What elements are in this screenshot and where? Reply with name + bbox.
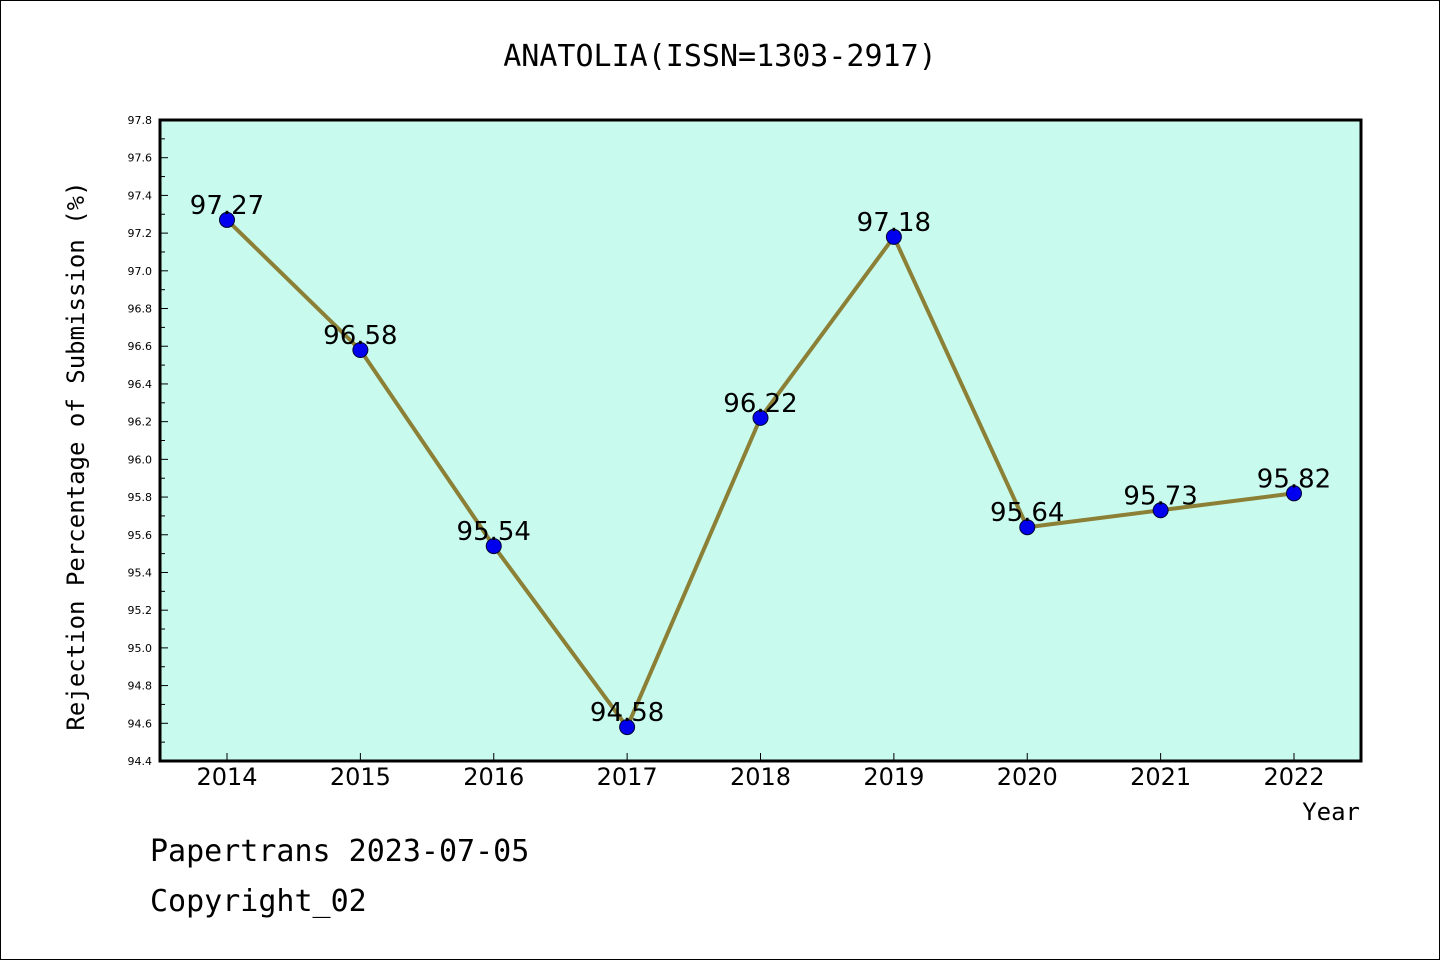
chart-title: ANATOLIA(ISSN=1303-2917) <box>503 39 936 74</box>
data-point <box>1152 502 1169 519</box>
y-tick-label: 95.0 <box>128 642 153 655</box>
x-tick-label: 2016 <box>463 763 524 791</box>
data-labels: 97.27 96.58 95.54 94.58 96.22 97.18 95.64 95.73… <box>190 191 1331 728</box>
data-point <box>1286 485 1302 502</box>
y-tick-label: 94.4 <box>128 755 153 768</box>
y-tick-label: 96.4 <box>128 378 153 391</box>
footer-copyright-text: Copyright_02 <box>150 884 367 919</box>
data-label: 94.58 <box>590 698 664 728</box>
y-tick-label: 97.4 <box>128 189 153 202</box>
data-point <box>885 228 902 245</box>
x-axis-ticks: 2014 2015 2016 2017 2018 2019 2020 2021 2022 <box>196 753 1325 791</box>
data-label: 95.82 <box>1257 464 1331 494</box>
data-label: 96.58 <box>323 321 397 351</box>
data-point <box>219 211 235 228</box>
plot-area <box>160 120 1361 761</box>
data-point <box>752 409 769 426</box>
data-label: 97.27 <box>190 191 264 221</box>
y-tick-label: 95.4 <box>128 566 153 579</box>
x-tick-label: 2018 <box>730 763 791 791</box>
plot-border <box>158 118 1363 763</box>
y-tick-label: 97.0 <box>128 265 153 278</box>
x-axis-label: Year <box>1302 798 1360 826</box>
x-tick-label: 2021 <box>1130 763 1191 791</box>
data-label: 96.22 <box>723 389 797 419</box>
x-tick-label: 2019 <box>863 763 924 791</box>
y-tick-label: 96.8 <box>128 303 153 316</box>
x-tick-label: 2017 <box>597 763 658 791</box>
data-label: 97.18 <box>857 208 931 238</box>
data-label: 95.54 <box>457 517 531 547</box>
data-point <box>352 342 369 359</box>
data-point <box>485 538 502 555</box>
y-tick-label: 95.8 <box>128 491 153 504</box>
y-tick-label: 96.0 <box>128 453 153 466</box>
y-tick-label: 97.2 <box>128 227 153 240</box>
footer-date-text: Papertrans 2023-07-05 <box>150 834 530 869</box>
data-label: 95.64 <box>990 498 1064 528</box>
y-tick-label: 96.6 <box>128 340 153 353</box>
y-tick-label: 95.2 <box>128 604 153 617</box>
x-tick-label: 2020 <box>997 763 1058 791</box>
y-tick-label: 97.8 <box>128 114 153 127</box>
data-point <box>1019 519 1036 536</box>
data-point <box>619 719 636 736</box>
data-label: 95.73 <box>1123 481 1197 511</box>
y-tick-label: 97.6 <box>128 152 153 165</box>
data-points <box>219 211 1302 736</box>
x-tick-label: 2014 <box>196 763 257 791</box>
y-tick-label: 96.2 <box>128 416 153 429</box>
y-axis-label: Rejection Percentage of Submission (%) <box>62 181 90 730</box>
y-tick-label: 94.8 <box>128 680 153 693</box>
x-tick-label: 2015 <box>330 763 391 791</box>
y-tick-label: 95.6 <box>128 529 153 542</box>
x-tick-label: 2022 <box>1263 763 1324 791</box>
y-tick-label: 94.6 <box>128 717 153 730</box>
